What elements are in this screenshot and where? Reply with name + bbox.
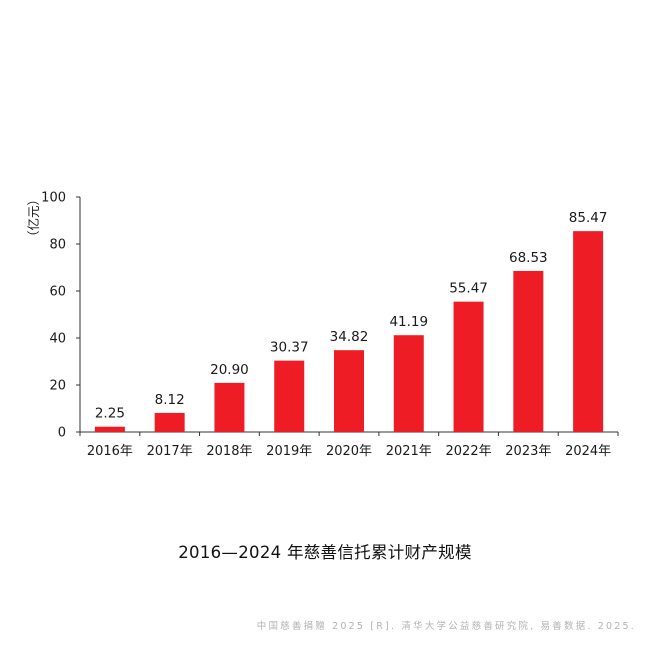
- bar: [214, 382, 245, 432]
- data-label: 41.19: [389, 314, 428, 330]
- bar: [513, 270, 544, 432]
- data-label: 30.37: [270, 340, 309, 356]
- bar: [573, 231, 604, 432]
- y-tick-label: 20: [49, 379, 66, 394]
- x-tick-label: 2018年: [206, 444, 252, 459]
- x-tick-label: 2019年: [266, 444, 312, 459]
- data-label: 20.90: [210, 362, 249, 378]
- data-label: 34.82: [330, 329, 369, 345]
- bar: [393, 335, 424, 432]
- data-label: 68.53: [509, 250, 548, 266]
- x-tick-label: 2022年: [446, 444, 492, 459]
- bar: [94, 426, 125, 432]
- x-axis: 2016年 2017年 2018年 2019年 2020年 2021年 2022年 2023年…: [79, 431, 619, 459]
- data-label: 55.47: [449, 281, 488, 297]
- data-label: 2.25: [95, 406, 125, 422]
- y-axis: 0 20 40 60 80 100: [41, 191, 81, 441]
- y-tick-label: 100: [41, 191, 66, 206]
- x-tick-label: 2017年: [147, 444, 193, 459]
- bar: [453, 301, 484, 432]
- bars: [94, 231, 604, 432]
- y-tick-label: 40: [49, 332, 66, 347]
- x-tick-label: 2023年: [505, 444, 551, 459]
- source-citation: 中国慈善捐赠 2025 [R]. 清华大学公益慈善研究院, 易善数据. 2025…: [256, 621, 636, 632]
- x-tick-label: 2021年: [386, 444, 432, 459]
- bar: [334, 350, 364, 432]
- x-tick-label: 2024年: [565, 444, 611, 459]
- data-label: 8.12: [155, 392, 185, 408]
- y-tick-label: 60: [49, 285, 66, 300]
- x-tick-label: 2016年: [87, 444, 133, 459]
- data-labels: 2.25 8.12 20.90 30.37 34.82 41.19 55.47 68.53 85…: [95, 210, 608, 422]
- chart-title: 2016—2024 年慈善信托累计财产规模: [178, 543, 472, 562]
- bar: [274, 360, 305, 432]
- data-label: 85.47: [569, 210, 608, 226]
- x-tick-label: 2020年: [326, 444, 372, 459]
- y-tick-label: 80: [49, 238, 66, 253]
- y-axis-unit-label: （亿元）: [26, 193, 41, 243]
- y-tick-label: 0: [58, 426, 66, 441]
- bar: [154, 412, 185, 432]
